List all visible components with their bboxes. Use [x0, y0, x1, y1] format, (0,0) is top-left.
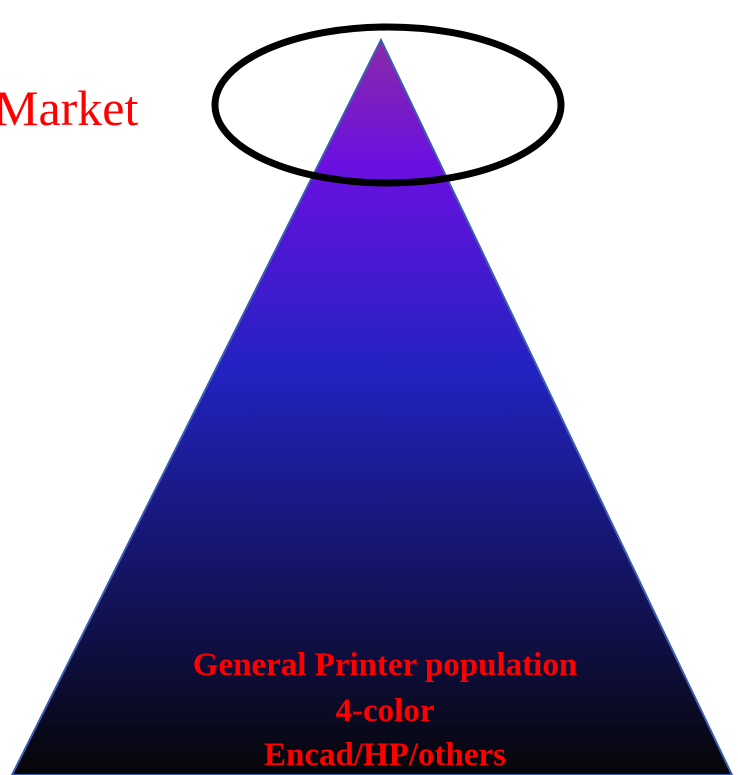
base-text-line-3: Encad/HP/others	[85, 739, 685, 772]
market-label: Market	[0, 83, 138, 133]
base-text-line-2: 4-color	[85, 695, 685, 728]
base-text-line-1: General Printer population	[85, 649, 685, 682]
